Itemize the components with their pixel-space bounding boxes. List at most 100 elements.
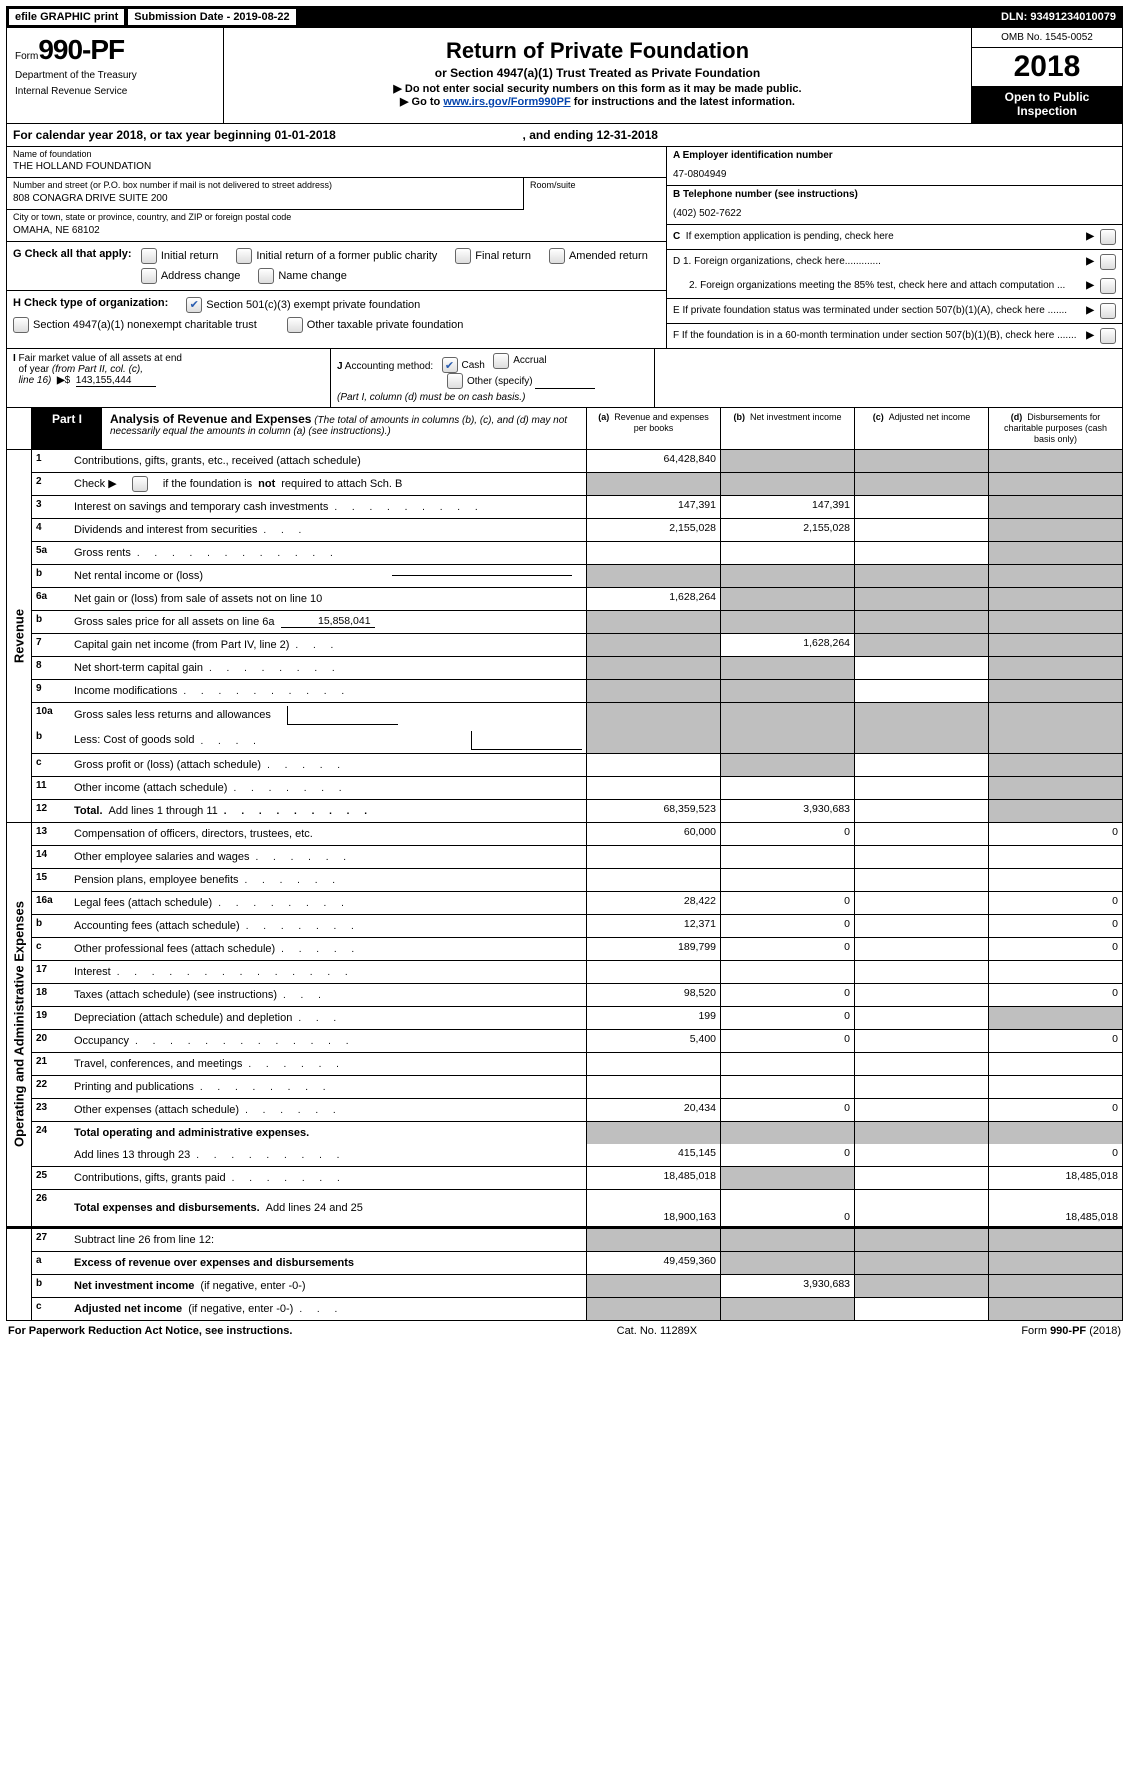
line-18: 18 Taxes (attach schedule) (see instruct… — [32, 983, 1122, 1006]
check-accrual[interactable]: Accrual — [493, 353, 546, 369]
line-22: 22 Printing and publications. . . . . . … — [32, 1075, 1122, 1098]
form-number: 990-PF — [38, 34, 124, 65]
line-27c: c Adjusted net income (if negative, ente… — [32, 1297, 1122, 1320]
line-13: 13 Compensation of officers, directors, … — [32, 823, 1122, 845]
instructions-line: ▶ Go to www.irs.gov/Form990PF for instru… — [234, 95, 961, 108]
line-16a: 16a Legal fees (attach schedule). . . . … — [32, 891, 1122, 914]
check-foreign-org[interactable] — [1100, 254, 1116, 270]
check-other-taxable[interactable]: Other taxable private foundation — [287, 317, 464, 333]
line-15: 15 Pension plans, employee benefits. . .… — [32, 868, 1122, 891]
arrow-icon: ▶ — [1086, 329, 1094, 342]
room-suite-cell: Room/suite — [523, 178, 666, 210]
line-17: 17 Interest. . . . . . . . . . . . . . — [32, 960, 1122, 983]
check-501c3[interactable]: ✔Section 501(c)(3) exempt private founda… — [186, 297, 420, 313]
phone-cell: B Telephone number (see instructions) (4… — [667, 186, 1122, 225]
h-check-row: H Check type of organization: ✔Section 5… — [7, 291, 666, 339]
tax-year: 2018 — [972, 48, 1122, 86]
catalog-number: Cat. No. 11289X — [617, 1325, 698, 1337]
dln-label: DLN: 93491234010079 — [995, 9, 1122, 25]
terminated-row: E If private foundation status was termi… — [667, 299, 1122, 324]
check-4947a1[interactable]: Section 4947(a)(1) nonexempt charitable … — [13, 317, 257, 333]
line-27: 27 Subtract line 26 from line 12: — [32, 1229, 1122, 1251]
entity-info-grid: Name of foundation THE HOLLAND FOUNDATIO… — [6, 147, 1123, 349]
col-b-header: (b) Net investment income — [720, 408, 854, 448]
check-60-month[interactable] — [1100, 328, 1116, 344]
line-10c: c Gross profit or (loss) (attach schedul… — [32, 753, 1122, 776]
line-16b: b Accounting fees (attach schedule). . .… — [32, 914, 1122, 937]
accounting-method-cell: J Accounting method: ✔Cash Accrual Other… — [331, 349, 655, 408]
form-footer-label: Form 990-PF (2018) — [1021, 1325, 1121, 1337]
entity-left: Name of foundation THE HOLLAND FOUNDATIO… — [7, 147, 666, 348]
efile-top-bar: efile GRAPHIC print Submission Date - 20… — [6, 6, 1123, 28]
calendar-year-row: For calendar year 2018, or tax year begi… — [6, 124, 1123, 147]
line-8: 8 Net short-term capital gain. . . . . .… — [32, 656, 1122, 679]
assets-accounting-row: I Fair market value of all assets at end… — [6, 349, 1123, 409]
line-6a: 6a Net gain or (loss) from sale of asset… — [32, 587, 1122, 610]
f-60month-right — [655, 349, 1122, 408]
form-title-block: Return of Private Foundation or Section … — [224, 28, 971, 123]
line-5a: 5a Gross rents. . . . . . . . . . . . — [32, 541, 1122, 564]
part1-tab: Part I — [32, 408, 102, 448]
dept-irs: Internal Revenue Service — [15, 86, 215, 98]
form-subtitle: or Section 4947(a)(1) Trust Treated as P… — [234, 66, 961, 80]
line-27a: a Excess of revenue over expenses and di… — [32, 1251, 1122, 1274]
check-foreign-85[interactable] — [1100, 278, 1116, 294]
check-initial-return[interactable]: Initial return — [141, 248, 218, 264]
expenses-section: Operating and Administrative Expenses 13… — [6, 823, 1123, 1227]
paperwork-notice: For Paperwork Reduction Act Notice, see … — [8, 1325, 292, 1337]
check-other-method[interactable]: Other (specify) — [447, 373, 533, 389]
arrow-icon: ▶ — [1086, 279, 1094, 292]
open-public-badge: Open to Public Inspection — [972, 86, 1122, 123]
check-sch-b[interactable] — [132, 476, 148, 492]
check-exemption-pending[interactable] — [1100, 229, 1116, 245]
exemption-pending-row: C If exemption application is pending, c… — [667, 225, 1122, 250]
line-1: 1 Contributions, gifts, grants, etc., re… — [32, 450, 1122, 472]
check-cash[interactable]: ✔Cash — [442, 357, 485, 373]
year-block: OMB No. 1545-0052 2018 Open to Public In… — [971, 28, 1122, 123]
line-24: 24 Total operating and administrative ex… — [32, 1121, 1122, 1144]
line-6b: b Gross sales price for all assets on li… — [32, 610, 1122, 633]
page-footer: For Paperwork Reduction Act Notice, see … — [6, 1321, 1123, 1337]
line-12: 12 Total. Add lines 1 through 11. . . . … — [32, 799, 1122, 822]
revenue-side-label: Revenue — [7, 450, 32, 822]
line-16c: c Other professional fees (attach schedu… — [32, 937, 1122, 960]
col-d-header: (d) Disbursements for charitable purpose… — [988, 408, 1122, 448]
part1-header: Part I Analysis of Revenue and Expenses … — [6, 408, 1123, 449]
check-terminated[interactable] — [1100, 303, 1116, 319]
line-21: 21 Travel, conferences, and meetings. . … — [32, 1052, 1122, 1075]
check-final-return[interactable]: Final return — [455, 248, 531, 264]
line-4: 4 Dividends and interest from securities… — [32, 518, 1122, 541]
foreign-org-row: D 1. Foreign organizations, check here..… — [667, 250, 1122, 274]
ssn-warning: ▶ Do not enter social security numbers o… — [234, 82, 961, 95]
line-10b: b Less: Cost of goods sold. . . . — [32, 728, 1122, 753]
check-amended-return[interactable]: Amended return — [549, 248, 648, 264]
form-title: Return of Private Foundation — [234, 38, 961, 64]
part1-description: Analysis of Revenue and Expenses (The to… — [102, 408, 586, 448]
line-26: 26 Total expenses and disbursements. Add… — [32, 1189, 1122, 1226]
ein-cell: A Employer identification number 47-0804… — [667, 147, 1122, 186]
revenue-section: Revenue 1 Contributions, gifts, grants, … — [6, 450, 1123, 823]
city-cell: City or town, state or province, country… — [7, 210, 666, 242]
irs-link[interactable]: www.irs.gov/Form990PF — [443, 96, 570, 108]
col-a-header: (a) Revenue and expenses per books — [586, 408, 720, 448]
foundation-name-cell: Name of foundation THE HOLLAND FOUNDATIO… — [7, 147, 666, 179]
dept-treasury: Department of the Treasury — [15, 70, 215, 82]
line-5b: b Net rental income or (loss) — [32, 564, 1122, 587]
line-9: 9 Income modifications. . . . . . . . . … — [32, 679, 1122, 702]
fmv-value: 143,155,444 — [76, 375, 156, 387]
arrow-icon: ▶ — [1086, 230, 1094, 243]
line-14: 14 Other employee salaries and wages. . … — [32, 845, 1122, 868]
submission-date: Submission Date - 2019-08-22 — [128, 9, 297, 25]
foreign-85-row: 2. Foreign organizations meeting the 85%… — [667, 274, 1122, 299]
arrow-icon: ▶ — [1086, 304, 1094, 317]
line-20: 20 Occupancy. . . . . . . . . . . . . 5,… — [32, 1029, 1122, 1052]
entity-right: A Employer identification number 47-0804… — [666, 147, 1122, 348]
col-c-header: (c) Adjusted net income — [854, 408, 988, 448]
line27-section: 27 Subtract line 26 from line 12: a Exce… — [6, 1227, 1123, 1321]
check-initial-former[interactable]: Initial return of a former public charit… — [236, 248, 437, 264]
form-header: Form990-PF Department of the Treasury In… — [6, 28, 1123, 124]
check-name-change[interactable]: Name change — [258, 268, 347, 284]
line-11: 11 Other income (attach schedule). . . .… — [32, 776, 1122, 799]
check-address-change[interactable]: Address change — [141, 268, 241, 284]
line-3: 3 Interest on savings and temporary cash… — [32, 495, 1122, 518]
